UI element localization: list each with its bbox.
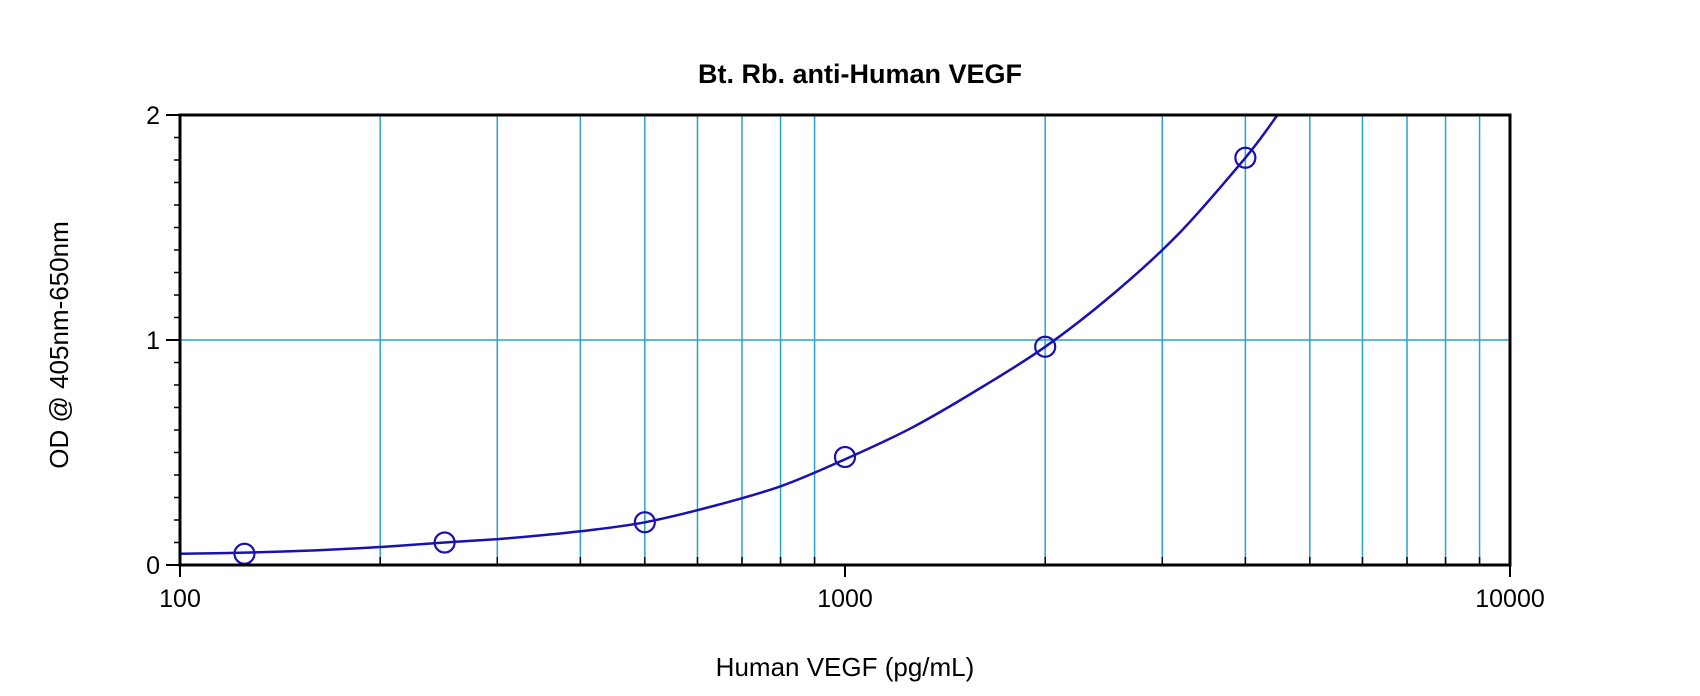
fit-curve [180,115,1279,556]
axis-ticks [166,114,1511,577]
data-points-layer [233,146,1257,565]
data-point [633,511,656,534]
y-axis-label: OD @ 405nm-650nm [44,221,74,469]
data-point [1234,146,1257,169]
data-point [433,531,456,554]
y-tick-label: 0 [146,552,160,580]
fit-curve-layer [180,115,1279,556]
x-tick-label: 100 [159,585,201,613]
x-tick-label: 1000 [817,585,873,613]
tick-labels: 100 1000 10000 0 1 2 [146,102,1545,613]
y-tick-label: 1 [146,327,160,355]
grid-lines [180,115,1510,565]
x-tick-label: 10000 [1475,585,1545,613]
data-point [833,445,857,469]
chart-title: Bt. Rb. anti-Human VEGF [698,59,1022,89]
x-axis-label: Human VEGF (pg/mL) [716,652,975,682]
y-tick-label: 2 [146,102,160,130]
data-point [1034,335,1057,358]
